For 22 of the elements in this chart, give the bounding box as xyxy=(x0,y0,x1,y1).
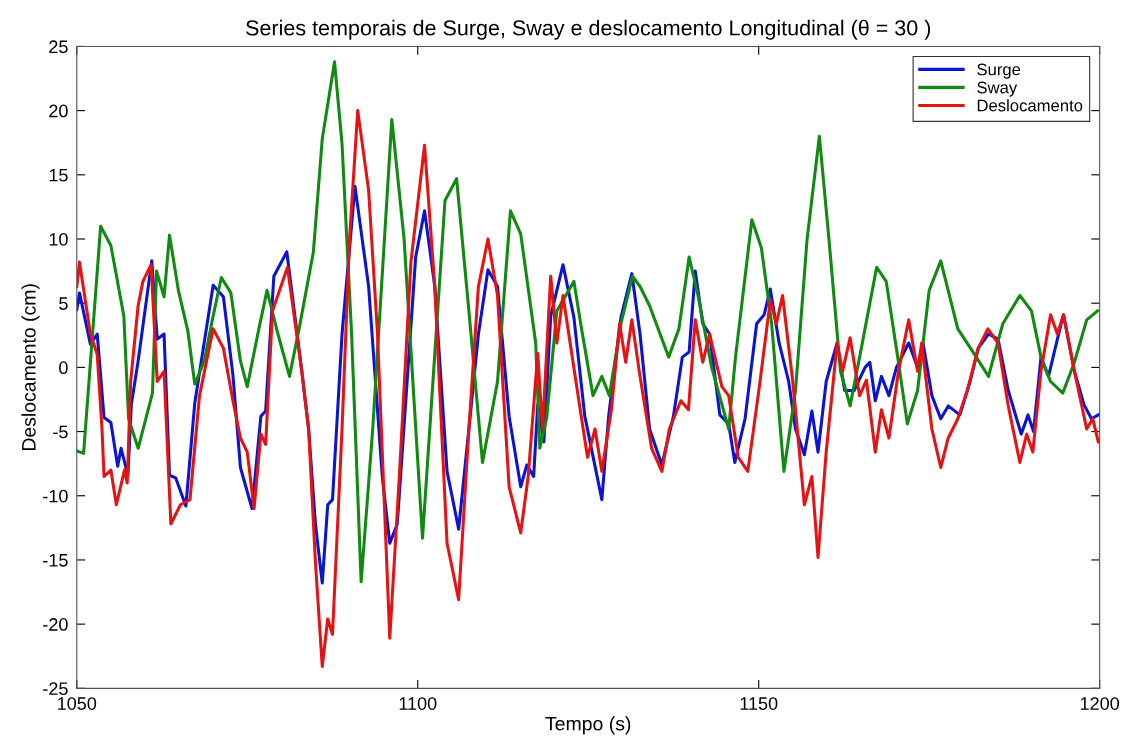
x-tick-label: 1100 xyxy=(399,697,437,710)
y-tick-label: -10 xyxy=(43,489,68,503)
y-tick-label: 10 xyxy=(49,232,68,246)
y-tick-label: 25 xyxy=(49,40,68,54)
line-series xyxy=(76,60,1100,584)
y-tick-label: -20 xyxy=(43,618,68,631)
y-tick-label: -5 xyxy=(53,425,68,439)
chart-title: Series temporais de Surge, Sway e deslocamento Longitudinal (θ = 30 ) xyxy=(246,19,931,40)
y-tick-label: 0 xyxy=(59,361,68,375)
y-tick-label: 5 xyxy=(59,297,68,310)
y-tick-label: 15 xyxy=(49,168,68,182)
x-tick-label: 1200 xyxy=(1080,697,1120,710)
x-axis-title: Tempo (s) xyxy=(545,716,631,735)
legend-label: Surge xyxy=(977,63,1021,79)
x-tick-label: 1150 xyxy=(740,697,778,710)
legend-label: Deslocamento xyxy=(977,99,1083,112)
y-tick-label: -25 xyxy=(43,682,68,696)
y-tick-label: 20 xyxy=(49,104,68,118)
x-tick-label: 1050 xyxy=(58,697,97,710)
y-tick-label: -15 xyxy=(43,554,68,567)
y-axis-title: Deslocamento (cm) xyxy=(21,284,40,451)
legend-label: Sway xyxy=(977,81,1018,97)
